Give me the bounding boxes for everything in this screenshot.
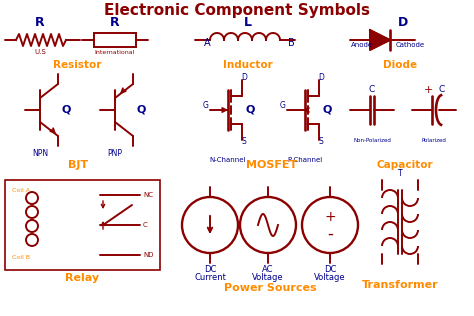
Text: Resistor: Resistor xyxy=(53,60,101,70)
Text: Power Sources: Power Sources xyxy=(224,283,316,293)
Text: MOSFET: MOSFET xyxy=(246,160,298,170)
Text: T: T xyxy=(398,169,402,179)
Text: Cathode: Cathode xyxy=(395,42,425,48)
Polygon shape xyxy=(370,30,390,50)
Text: Transformer: Transformer xyxy=(362,280,438,290)
Text: G: G xyxy=(280,101,286,111)
Text: Voltage: Voltage xyxy=(314,274,346,283)
Text: Capacitor: Capacitor xyxy=(377,160,433,170)
Text: PNP: PNP xyxy=(108,149,122,159)
Text: G: G xyxy=(203,101,209,111)
Text: +: + xyxy=(324,210,336,224)
Text: U.S: U.S xyxy=(34,49,46,55)
Text: Q: Q xyxy=(137,105,146,115)
Text: Electronic Component Symbols: Electronic Component Symbols xyxy=(104,3,370,17)
Text: DC: DC xyxy=(324,264,336,274)
Text: Non-Polarized: Non-Polarized xyxy=(353,137,391,143)
Text: Q: Q xyxy=(61,105,71,115)
Text: L: L xyxy=(244,16,252,29)
Text: D: D xyxy=(318,74,324,82)
Text: S: S xyxy=(242,137,246,147)
Text: Anode: Anode xyxy=(351,42,373,48)
Text: C: C xyxy=(439,86,445,94)
Text: -: - xyxy=(327,225,333,243)
Text: Diode: Diode xyxy=(383,60,417,70)
Text: DC: DC xyxy=(204,264,216,274)
Text: Inductor: Inductor xyxy=(223,60,273,70)
Text: S: S xyxy=(319,137,323,147)
Text: Q: Q xyxy=(322,105,332,115)
Text: Q: Q xyxy=(246,105,255,115)
Bar xyxy=(94,33,136,47)
Text: NPN: NPN xyxy=(32,149,48,159)
Text: D: D xyxy=(398,16,408,29)
Text: Coil B: Coil B xyxy=(12,255,30,260)
Text: C: C xyxy=(143,222,148,228)
Text: International: International xyxy=(95,50,135,54)
Text: Coil A: Coil A xyxy=(12,188,30,193)
Text: +: + xyxy=(423,85,433,95)
Text: R: R xyxy=(35,16,45,29)
Text: N-Channel: N-Channel xyxy=(210,157,246,163)
Text: Polarized: Polarized xyxy=(421,137,447,143)
Text: Relay: Relay xyxy=(65,273,99,283)
Text: AC: AC xyxy=(262,264,274,274)
Text: NC: NC xyxy=(143,192,153,198)
Text: C: C xyxy=(369,86,375,94)
Text: Current: Current xyxy=(194,274,226,283)
Text: A: A xyxy=(204,38,210,48)
Text: ND: ND xyxy=(143,252,154,258)
Text: P-Channel: P-Channel xyxy=(287,157,323,163)
Bar xyxy=(5,180,160,270)
Text: R: R xyxy=(110,16,120,29)
Text: B: B xyxy=(288,38,294,48)
Text: D: D xyxy=(241,74,247,82)
Text: Voltage: Voltage xyxy=(252,274,284,283)
Text: BJT: BJT xyxy=(68,160,88,170)
